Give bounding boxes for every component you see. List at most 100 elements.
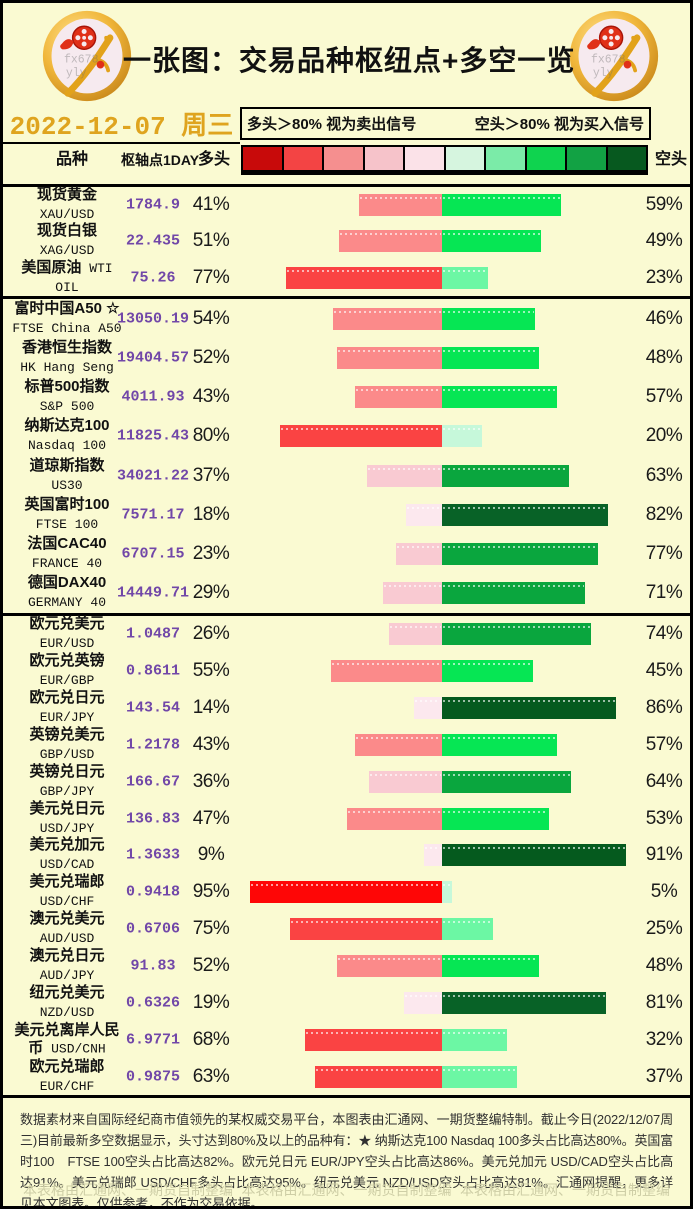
short-percent: 5% [650,881,678,903]
long-bar [355,386,442,409]
long-bar [337,346,442,369]
pivot-value: 1.0487 [125,625,180,643]
short-bar [442,464,569,487]
long-percent: 29% [192,582,230,604]
instrument-name-cn: 纽元兑美元 [29,983,105,1001]
long-percent: 26% [192,623,230,645]
instrument-name-en: GERMANY 40 [27,595,106,611]
short-bar [442,733,557,756]
table-row: 澳元兑美元 AUD/USD 0.6706 75% 25% [3,910,690,948]
short-percent: 53% [645,807,683,829]
short-percent: 57% [645,733,683,755]
long-bar [333,307,442,330]
pivot-value: 166.67 [125,773,180,791]
pivot-value: 11825.43 [116,427,189,445]
instrument-name-cn: 英国富时100 [24,495,110,513]
short-percent: 20% [645,425,683,447]
pivot-value: 0.9418 [125,883,180,901]
short-bar [442,543,598,566]
instrument-name-cn: 英镑兑美元 [29,725,105,743]
long-bar [331,660,442,683]
short-percent: 37% [645,1065,683,1087]
instrument-name-en: EUR/CHF [39,1078,95,1094]
instrument-name-cn: 标普500指数 [24,378,110,396]
pivot-value: 4011.93 [121,388,185,406]
instrument-name-en: HK Hang Seng [20,359,114,375]
instrument-name-en: USD/CNH [43,1041,106,1057]
long-bar [337,955,442,978]
instrument-name-cn: 欧元兑日元 [29,689,105,707]
long-percent: 9% [197,844,225,866]
long-bar [347,807,442,830]
instrument-name-en: USD/CAD [39,857,95,873]
instrument-name-en: GBP/JPY [39,783,95,799]
instrument-name: 欧元兑瑞郎 EUR/CHF [11,1058,123,1096]
short-percent: 25% [645,918,683,940]
table-row: 现货黄金 XAU/USD 1784.9 41% 59% [3,186,690,223]
pivot-value: 14449.71 [116,584,189,602]
table-row: 标普500指数 S&P 500 4011.93 43% 57% [3,378,690,417]
instrument-name: 纽元兑美元 NZD/USD [11,984,123,1022]
scale-swatch [567,147,608,170]
short-percent: 48% [645,346,683,368]
short-percent: 77% [645,543,683,565]
long-percent: 52% [192,955,230,977]
instrument-name-en: S&P 500 [39,399,95,415]
instrument-name: 现货白银 XAG/USD [11,222,123,260]
table-row: 欧元兑瑞郎 EUR/CHF 0.9875 63% 37% [3,1058,690,1095]
long-bar [424,844,442,867]
short-percent: 86% [645,697,683,719]
long-percent: 36% [192,770,230,792]
short-percent: 91% [645,844,683,866]
scale-swatch [445,147,486,170]
long-bar [383,582,442,605]
long-percent: 41% [192,194,230,216]
footer: 数据素材来自国际经纪商市值领先的某权威交易平台，本图表由汇通网、一期货整编特制。… [3,1098,690,1206]
instrument-name: 美元兑加元 USD/CAD [11,836,123,874]
instrument-name-en: EUR/JPY [39,710,95,726]
long-percent: 77% [192,266,230,288]
scale-swatch [405,147,446,170]
table-row: 欧元兑英镑 EUR/GBP 0.8611 55% 45% [3,652,690,690]
long-percent: 68% [192,1028,230,1050]
instrument-name-cn: 法国CAC40 [27,535,107,553]
short-percent: 71% [645,582,683,604]
short-bar [442,582,585,605]
scale-swatch [607,147,646,170]
instrument-name-en: Nasdaq 100 [27,438,106,454]
instrument-name-cn: 澳元兑美元 [29,910,105,928]
table-row: 道琼斯指数 US30 34021.22 37% 63% [3,456,690,495]
instrument-name-cn: 美元兑日元 [29,799,105,817]
short-bar [442,194,561,217]
instrument-group: 现货黄金 XAU/USD 1784.9 41% 59% 现货白银 XAG/USD 22.4… [3,186,690,299]
instrument-name-en: AUD/JPY [39,968,95,984]
table-row: 澳元兑日元 AUD/JPY 91.83 52% 48% [3,947,690,985]
long-percent: 37% [192,464,230,486]
long-percent: 18% [192,503,230,525]
instrument-name-cn: 欧元兑美元 [29,615,105,633]
date-label: 2022-12-07 周三 [3,105,240,144]
short-bar [442,623,591,646]
instrument-name: 德国DAX40 GERMANY 40 [11,574,123,612]
long-bar [305,1028,442,1051]
long-bar [406,503,442,526]
scale-swatch [486,147,527,170]
pivot-value: 136.83 [125,810,180,828]
long-bar [359,194,442,217]
pivot-value: 6.9771 [125,1031,180,1049]
instrument-name-cn: 现货白银 [36,222,97,240]
long-bar [369,770,442,793]
instrument-name-cn: 香港恒生指数 [21,338,112,356]
scale-swatch [364,147,405,170]
table-row: 英国富时100 FTSE 100 7571.17 18% 82% [3,495,690,534]
table-row: 美元兑瑞郎 USD/CHF 0.9418 95% 5% [3,873,690,911]
short-bar [442,660,533,683]
pivot-value: 1.3633 [125,846,180,864]
short-bar [442,697,616,720]
watermark-text: 本表格由汇通网、一期货自制整编 [241,1182,452,1198]
pivot-value: 0.6706 [125,920,180,938]
short-percent: 48% [645,955,683,977]
instrument-name: 欧元兑日元 EUR/JPY [11,689,123,727]
instrument-name-cn: 美元兑瑞郎 [29,873,105,891]
instrument-name-cn: 欧元兑瑞郎 [29,1057,105,1075]
